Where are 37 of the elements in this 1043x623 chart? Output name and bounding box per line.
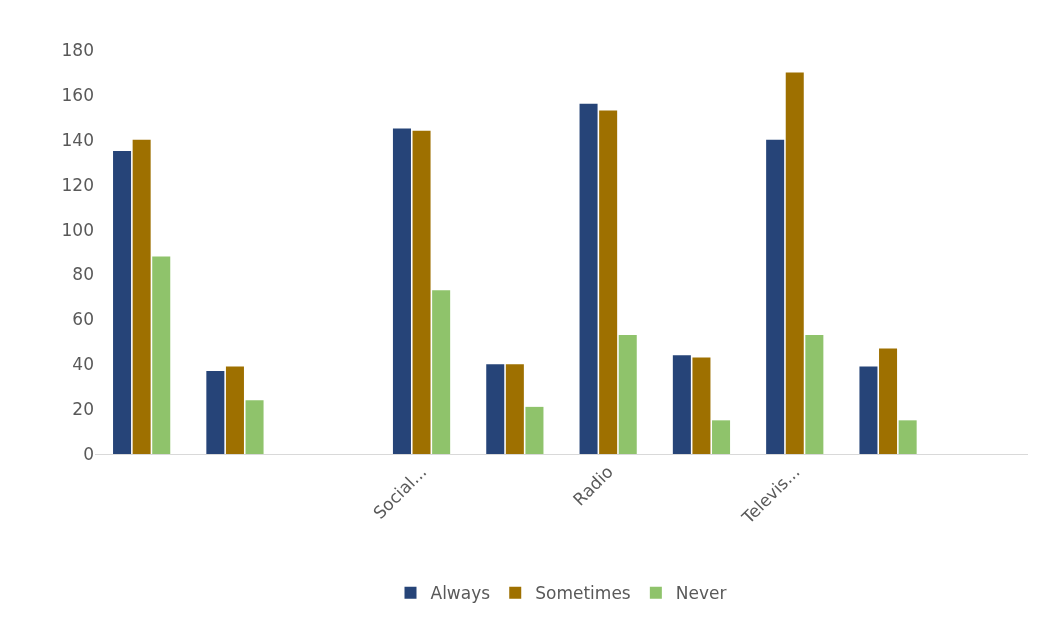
bar: [579, 103, 598, 454]
bar: [898, 420, 917, 454]
y-tick-label: 0: [83, 443, 94, 464]
bar: [412, 130, 431, 454]
y-tick-label: 180: [61, 39, 94, 60]
y-tick-label: 80: [72, 264, 94, 285]
bar: [113, 151, 132, 454]
bar: [599, 110, 618, 454]
y-tick-label: 140: [61, 129, 94, 150]
bar: [785, 72, 804, 454]
legend-label: Sometimes: [535, 583, 631, 604]
bar: [879, 348, 898, 454]
y-tick-label: 20: [72, 399, 94, 420]
bar: [152, 256, 171, 454]
y-tick-label: 160: [61, 84, 94, 105]
bar: [618, 335, 637, 454]
bar: [805, 335, 824, 454]
bar: [692, 357, 711, 454]
bar: [525, 406, 544, 454]
bar: [392, 128, 411, 454]
y-tick-label: 120: [61, 174, 94, 195]
bar: [432, 290, 451, 454]
bar: [672, 355, 691, 454]
bar: [712, 420, 731, 454]
bar: [766, 139, 785, 454]
bar: [132, 139, 151, 454]
bar: [486, 364, 505, 454]
y-tick-label: 60: [72, 309, 94, 330]
bar: [245, 400, 264, 454]
bar: [225, 366, 244, 454]
legend-label: Never: [675, 583, 727, 604]
y-tick-label: 100: [61, 219, 94, 240]
legend-label: Always: [430, 583, 491, 604]
y-tick-label: 40: [72, 354, 94, 375]
bar: [206, 370, 225, 454]
bar: [859, 366, 878, 454]
bar: [505, 364, 524, 454]
